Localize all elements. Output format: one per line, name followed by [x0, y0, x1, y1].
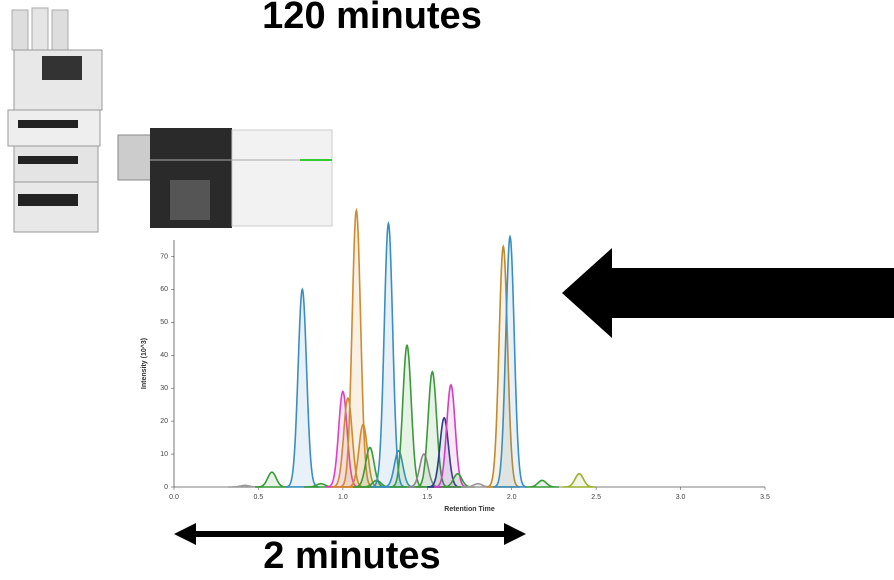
footer-text: 2 minutes	[263, 535, 440, 577]
x-tick-label: 0.0	[169, 494, 179, 501]
y-tick-label: 10	[160, 451, 168, 458]
ms-instrument	[117, 128, 333, 228]
peak	[339, 207, 374, 488]
x-tick-label: 2.0	[507, 494, 517, 501]
peak	[352, 446, 387, 488]
peak	[493, 234, 527, 488]
x-tick-label: 2.5	[591, 494, 601, 501]
peak	[562, 473, 597, 488]
header-text: 120 minutes	[262, 0, 482, 37]
peak	[486, 244, 521, 488]
peak	[371, 220, 406, 488]
y-tick-label: 50	[160, 319, 168, 326]
x-axis-label: Retention Time	[444, 506, 495, 513]
arrow	[562, 248, 894, 338]
x-tick-label: 3.5	[760, 494, 770, 501]
peak	[415, 370, 450, 488]
y-tick-label: 60	[160, 286, 168, 293]
double-arrow	[174, 523, 526, 545]
x-tick-label: 1.5	[422, 494, 432, 501]
y-tick-label: 20	[160, 418, 168, 425]
peak	[285, 287, 320, 488]
lc-instrument	[7, 7, 103, 233]
plot: 0 10 20 30 40 50 60 70 0.0 0.5 1.0 1.5 2.0 2.5 3.0 3.5 R…	[140, 207, 770, 513]
peak	[255, 471, 289, 488]
x-tick-label: 0.5	[254, 494, 264, 501]
peak	[525, 479, 559, 488]
peak	[434, 383, 468, 488]
y-axis-label: Intensity (10^3)	[140, 338, 148, 389]
x-tick-label: 3.0	[676, 494, 686, 501]
y-tick-label: 0	[164, 484, 168, 491]
y-tick-label: 30	[160, 385, 168, 392]
peak	[390, 343, 424, 488]
x-tick-label: 1.0	[338, 494, 348, 501]
y-tick-label: 70	[160, 253, 168, 260]
y-tick-label: 40	[160, 352, 168, 359]
